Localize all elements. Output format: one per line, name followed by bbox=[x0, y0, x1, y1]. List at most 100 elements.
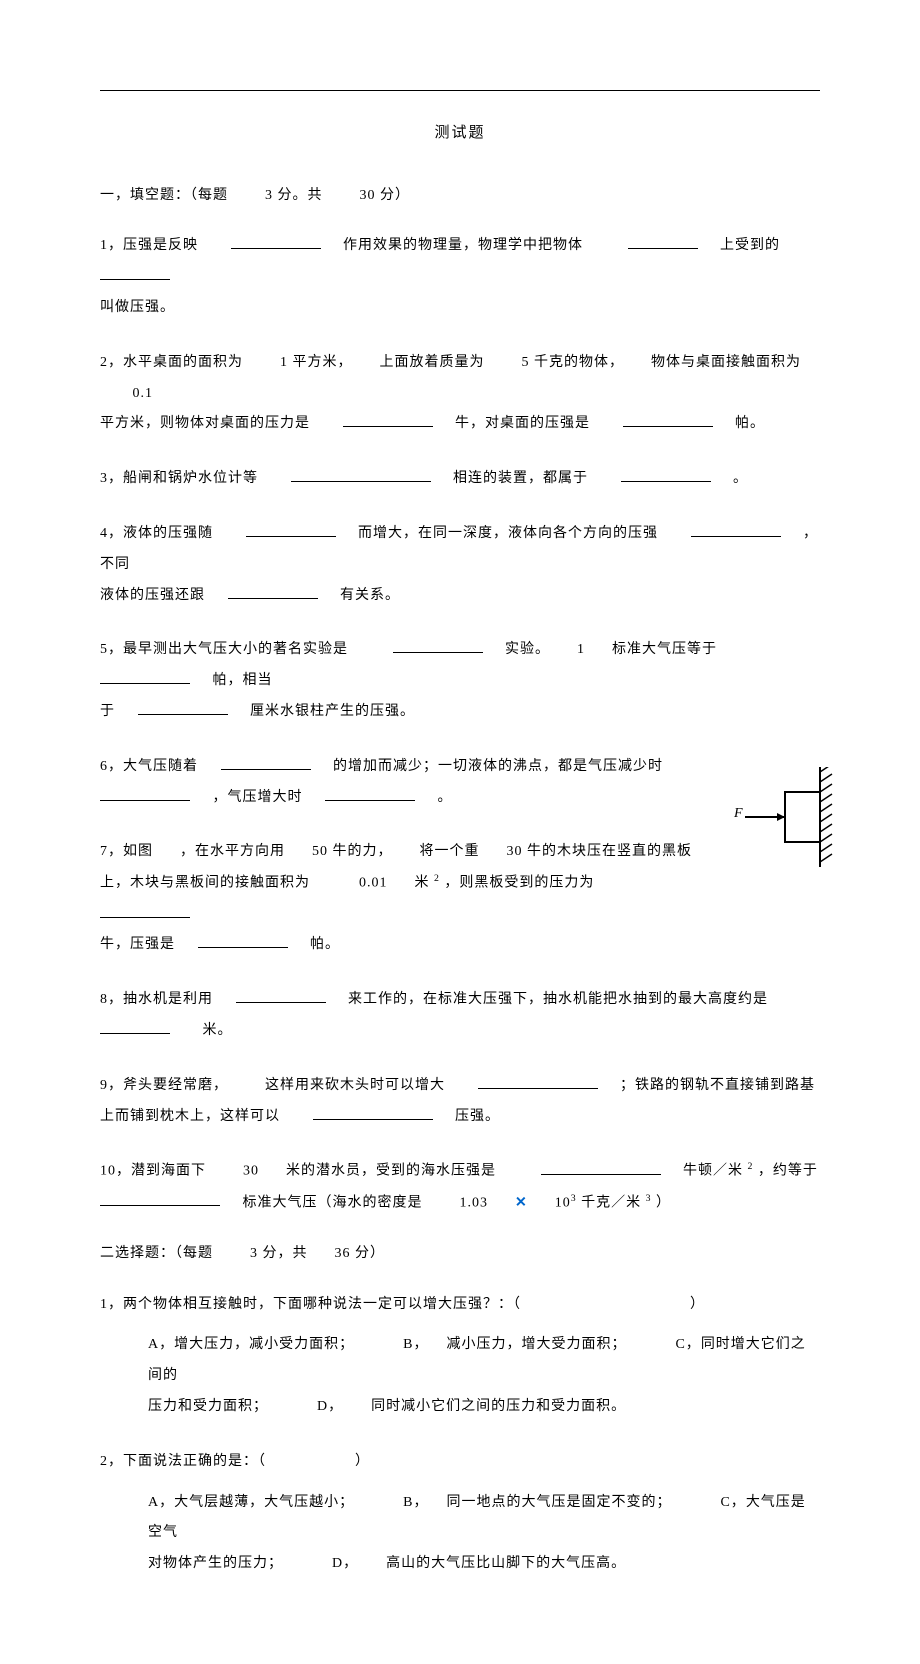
sec1-prefix: 一，填空题：（每题 bbox=[100, 188, 228, 203]
q5-c: 标准大气压等于 bbox=[612, 642, 717, 657]
mcq2-stem: 2，下面说法正确的是：（ bbox=[100, 1454, 266, 1469]
q1-c: 上受到的 bbox=[720, 238, 780, 253]
q7-e: ，则黑板受到的压力为 bbox=[444, 876, 594, 891]
q10-density: 1.03 bbox=[460, 1195, 489, 1210]
q7-f: 牛，压强是 bbox=[100, 937, 175, 952]
q10-exp3b: 3 bbox=[646, 1193, 652, 1204]
blank bbox=[138, 701, 228, 715]
q7-weight: 30 牛的木块压在竖直的黑板 bbox=[507, 844, 693, 859]
q10-depth: 30 bbox=[243, 1164, 259, 1179]
mcq2-A-label: A， bbox=[148, 1495, 174, 1510]
mcq2-D: 高山的大气压比山脚下的大气压高。 bbox=[386, 1556, 626, 1571]
mcq1-D-label: D， bbox=[317, 1399, 343, 1414]
question-9: 9，斧头要经常磨， 这样用来砍木头时可以增大 ；铁路的钢轨不直接铺到路基 上而铺… bbox=[100, 1071, 820, 1133]
q7-force: 50 牛的力， bbox=[312, 844, 393, 859]
sec2-each: 3 分，共 bbox=[250, 1246, 308, 1261]
mcq2-stem-end: ） bbox=[355, 1454, 370, 1469]
q2-c: 物体与桌面接触面积为 bbox=[651, 355, 801, 370]
blank bbox=[221, 756, 311, 770]
q7-g: 帕。 bbox=[310, 937, 340, 952]
q9-c: ；铁路的钢轨不直接铺到路基 bbox=[620, 1078, 815, 1093]
mcq-2: 2，下面说法正确的是：（ ） A，大气层越薄，大气压越小； B，同一地点的大气压… bbox=[100, 1447, 820, 1580]
q1-b: 作用效果的物理量，物理学中把物体 bbox=[343, 238, 583, 253]
q1-d: 叫做压强。 bbox=[100, 300, 175, 315]
q7-d: 上，木块与黑板间的接触面积为 bbox=[100, 876, 310, 891]
mcq2-B-label: B， bbox=[403, 1495, 428, 1510]
question-4: 4，液体的压强随 而增大，在同一深度，液体向各个方向的压强 ，不同 液体的压强还… bbox=[100, 519, 820, 611]
q8-b: 来工作的，在标准大压强下，抽水机能把水抽到的最大高度约是 bbox=[348, 992, 768, 1007]
question-6: 6，大气压随着 的增加而减少；一切液体的沸点，都是气压减少时 ，气压增大时 。 bbox=[100, 752, 820, 814]
blank bbox=[100, 1020, 170, 1034]
blank bbox=[393, 639, 483, 653]
q5-one: 1 bbox=[577, 642, 585, 657]
section1-heading: 一，填空题：（每题 3 分。共 30 分） bbox=[100, 185, 820, 207]
q3-a: 3，船闸和锅炉水位计等 bbox=[100, 471, 258, 486]
q2-d: 平方米，则物体对桌面的压力是 bbox=[100, 416, 310, 431]
q10-ten: 10 bbox=[555, 1195, 571, 1210]
q1-a: 1，压强是反映 bbox=[100, 238, 198, 253]
blank bbox=[628, 235, 698, 249]
question-2: 2，水平桌面的面积为 1 平方米， 上面放着质量为 5 千克的物体， 物体与桌面… bbox=[100, 348, 820, 440]
q8-a: 8，抽水机是利用 bbox=[100, 992, 213, 1007]
mcq1-stem: 1，两个物体相互接触时，下面哪种说法一定可以增大压强？：（ bbox=[100, 1297, 521, 1312]
q6-c: ，气压增大时 bbox=[213, 790, 303, 805]
q2-b: 上面放着质量为 bbox=[380, 355, 485, 370]
blank bbox=[343, 413, 433, 427]
q4-e: 有关系。 bbox=[340, 588, 400, 603]
blank bbox=[100, 1192, 220, 1206]
q6-d: 。 bbox=[438, 790, 453, 805]
q4-d: 液体的压强还跟 bbox=[100, 588, 205, 603]
mcq2-C-label: C， bbox=[720, 1495, 745, 1510]
mcq1-A-label: A， bbox=[148, 1337, 174, 1352]
q5-e: 于 bbox=[100, 704, 115, 719]
section2-heading: 二选择题：（每题 3 分，共 36 分） bbox=[100, 1243, 820, 1265]
blank bbox=[246, 523, 336, 537]
q6-b: 的增加而减少；一切液体的沸点，都是气压减少时 bbox=[333, 759, 663, 774]
blank bbox=[228, 585, 318, 599]
question-7: 7，如图 ，在水平方向用 50 牛的力， 将一个重 30 牛的木块压在竖直的黑板… bbox=[100, 837, 820, 961]
q8-c: 米。 bbox=[203, 1023, 233, 1038]
q10-x: ✕ bbox=[515, 1195, 528, 1210]
q5-d: 帕，相当 bbox=[213, 673, 273, 688]
q7-unit: 米 bbox=[415, 876, 430, 891]
question-10: 10，潜到海面下 30 米的潜水员，受到的海水压强是 牛顿／米 2 ，约等于 标… bbox=[100, 1156, 820, 1219]
blank bbox=[325, 787, 415, 801]
q10-exp3: 3 bbox=[571, 1193, 577, 1204]
blank bbox=[231, 235, 321, 249]
mcq1-B: 减小压力，增大受力面积； bbox=[446, 1337, 626, 1352]
sec1-total: 30 分） bbox=[360, 188, 411, 203]
q7-area: 0.01 bbox=[359, 876, 388, 891]
q10-f: ） bbox=[656, 1195, 671, 1210]
page-title: 测试题 bbox=[100, 121, 820, 145]
q9-d: 上而铺到枕木上，这样可以 bbox=[100, 1109, 280, 1124]
mcq1-C2: 压力和受力面积； bbox=[148, 1399, 268, 1414]
mcq1-options: A，增大压力，减小受力面积； B，减小压力，增大受力面积； C，同时增大它们之间… bbox=[100, 1330, 820, 1422]
q2-mass: 5 千克的物体， bbox=[522, 355, 625, 370]
q7-c: 将一个重 bbox=[420, 844, 480, 859]
blank bbox=[236, 989, 326, 1003]
blank bbox=[100, 266, 170, 280]
question-8: 8，抽水机是利用 来工作的，在标准大压强下，抽水机能把水抽到的最大高度约是 米。 bbox=[100, 985, 820, 1047]
blank bbox=[621, 468, 711, 482]
q7-figure: F bbox=[730, 767, 840, 867]
q10-exp2: 2 bbox=[748, 1161, 754, 1172]
blank bbox=[478, 1075, 598, 1089]
q5-b: 实验。 bbox=[505, 642, 550, 657]
mcq1-stem-end: ） bbox=[690, 1297, 705, 1312]
blank bbox=[691, 523, 781, 537]
blank bbox=[198, 934, 288, 948]
q6-a: 6，大气压随着 bbox=[100, 759, 198, 774]
q5-a: 5，最早测出大气压大小的著名实验是 bbox=[100, 642, 348, 657]
q2-e: 牛，对桌面的压强是 bbox=[455, 416, 590, 431]
blank bbox=[291, 468, 431, 482]
mcq2-A: 大气层越薄，大气压越小； bbox=[174, 1495, 354, 1510]
q4-b: 而增大，在同一深度，液体向各个方向的压强 bbox=[358, 526, 658, 541]
q10-c: 牛顿／米 bbox=[683, 1164, 743, 1179]
q2-a: 2，水平桌面的面积为 bbox=[100, 355, 243, 370]
q2-contact: 0.1 bbox=[133, 386, 154, 401]
q9-e: 压强。 bbox=[455, 1109, 500, 1124]
blank bbox=[623, 413, 713, 427]
sec1-each: 3 分。共 bbox=[265, 188, 323, 203]
q7-a: 7，如图 bbox=[100, 844, 153, 859]
mcq2-C2: 对物体产生的压力； bbox=[148, 1556, 283, 1571]
